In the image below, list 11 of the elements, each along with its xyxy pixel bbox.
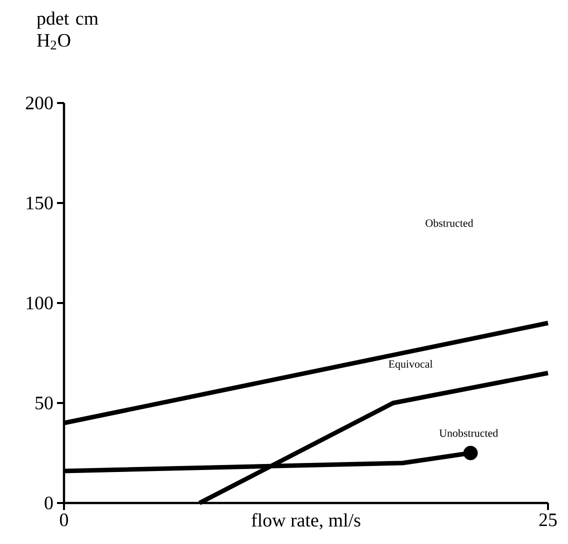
y-axis-title: pdet cm H$_{2}$O bbox=[36, 12, 98, 50]
x-tick-label: 25 bbox=[539, 514, 557, 526]
y-tick-label: 100 bbox=[26, 296, 53, 310]
y-tick-label: 200 bbox=[26, 96, 53, 110]
y-tick-label: 150 bbox=[26, 196, 53, 210]
y-tick-label: 0 bbox=[44, 496, 53, 510]
x-axis-title: flow rate, ml/s bbox=[252, 513, 360, 530]
y-tick-label: 50 bbox=[36, 396, 53, 410]
annotation: Obstructed bbox=[426, 219, 474, 227]
annotation: Unobstructed bbox=[439, 429, 498, 437]
annotation: Equivocal bbox=[388, 360, 433, 370]
